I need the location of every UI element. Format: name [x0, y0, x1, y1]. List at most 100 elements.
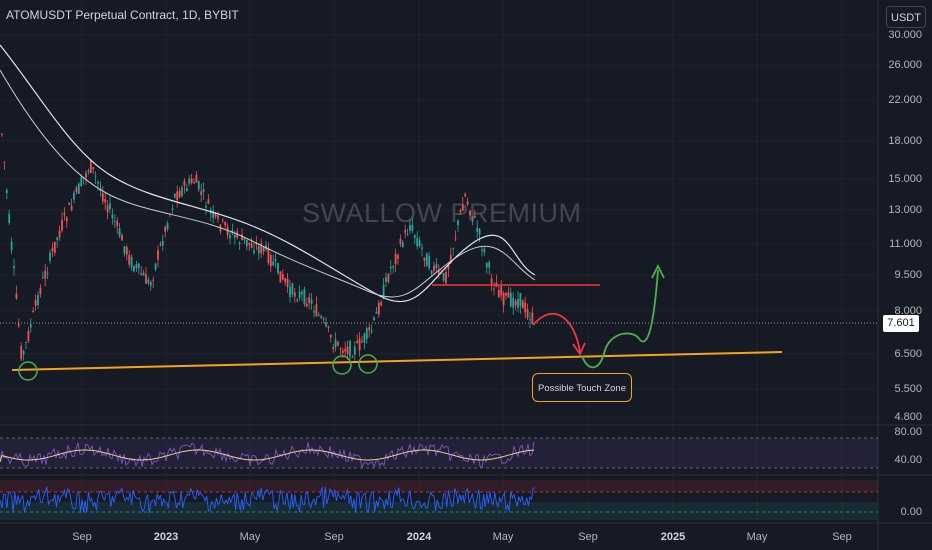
- candle-body: [221, 219, 224, 221]
- candle-body: [53, 241, 56, 253]
- rsi-axis-label: 80.00: [894, 426, 922, 438]
- x-axis-label: May: [492, 531, 514, 543]
- candle-body: [409, 225, 411, 231]
- y-axis-label: 22.000: [888, 94, 922, 106]
- candle-body: [394, 253, 397, 265]
- candle-body: [87, 170, 90, 172]
- touch-point-circle: [332, 355, 352, 375]
- candle-body: [101, 193, 104, 202]
- candle-body: [377, 302, 380, 315]
- candle-body: [341, 350, 344, 353]
- support-trendline: [11, 351, 783, 371]
- candle-body: [497, 289, 500, 298]
- candle-body: [49, 252, 51, 261]
- candle-body: [188, 178, 191, 184]
- candle-body: [433, 265, 435, 271]
- candle-body: [128, 254, 131, 265]
- candle-body: [449, 254, 452, 264]
- candle-body: [104, 199, 107, 203]
- candle-body: [322, 318, 325, 320]
- candle-body: [65, 217, 68, 222]
- candle-body: [214, 212, 217, 217]
- candle-body: [1, 133, 3, 135]
- candle-body: [61, 219, 63, 231]
- candle-body: [281, 274, 284, 280]
- candle-body: [5, 190, 8, 194]
- candle-body: [521, 300, 524, 309]
- candle-body: [303, 289, 306, 305]
- candle-body: [425, 253, 428, 267]
- candle-body: [447, 265, 450, 270]
- candle-body: [308, 297, 311, 303]
- projection-up-arrowhead: [651, 263, 665, 279]
- touch-zone-annotation[interactable]: Possible Touch Zone: [532, 373, 632, 402]
- candle-body: [332, 347, 335, 350]
- candle-body: [257, 246, 260, 254]
- currency-button[interactable]: USDT: [886, 6, 926, 28]
- candle-body: [531, 312, 534, 323]
- candle-body: [457, 220, 459, 226]
- candle-body: [413, 235, 416, 238]
- candle-body: [15, 293, 18, 299]
- candle-body: [267, 247, 270, 264]
- candle-body: [519, 293, 522, 307]
- candle-body: [226, 227, 229, 236]
- candle-body: [481, 249, 483, 251]
- candle-body: [269, 255, 272, 267]
- candle-body: [137, 263, 140, 269]
- candle-body: [25, 342, 27, 344]
- candle-body: [284, 278, 287, 282]
- candle-body: [46, 272, 49, 275]
- candle-body: [152, 279, 155, 281]
- candle-body: [56, 237, 59, 240]
- candle-body: [195, 174, 198, 183]
- candle-body: [10, 241, 13, 251]
- candle-body: [430, 270, 433, 274]
- candle-body: [190, 178, 193, 183]
- candle-body: [305, 303, 308, 307]
- candle-body: [454, 237, 457, 239]
- x-axis-label: Sep: [324, 531, 344, 543]
- candle-body: [70, 205, 73, 211]
- candle-body: [63, 212, 66, 215]
- candle-body: [123, 246, 126, 254]
- candle-body: [442, 272, 445, 281]
- candle-body: [243, 238, 246, 241]
- candle-body: [524, 302, 527, 313]
- candle-body: [334, 339, 337, 348]
- rsi-line: [0, 442, 535, 469]
- candle-body: [92, 167, 95, 170]
- candle-body: [118, 228, 121, 237]
- projection-down-arrowhead: [572, 342, 586, 356]
- candle-body: [109, 203, 111, 210]
- y-axis-label: 13.000: [888, 204, 922, 216]
- candle-body: [238, 242, 241, 245]
- osc-upper-band: [0, 480, 878, 492]
- y-axis-label: 30.000: [888, 29, 922, 41]
- candle-body: [411, 224, 414, 231]
- osc-axis-label: 0.00: [900, 506, 922, 518]
- candle-body: [418, 240, 421, 247]
- candle-body: [77, 183, 80, 194]
- candle-body: [217, 215, 219, 219]
- candle-body: [3, 161, 6, 163]
- candle-body: [401, 242, 404, 247]
- candle-body: [325, 322, 327, 327]
- candle-body: [58, 230, 61, 238]
- candle-body: [22, 351, 25, 355]
- candle-body: [147, 279, 150, 284]
- candle-body: [161, 240, 164, 246]
- symbol-title[interactable]: ATOMUSDT Perpetual Contract, 1D, BYBIT: [6, 8, 239, 22]
- candle-body: [44, 270, 47, 279]
- candle-body: [51, 248, 54, 252]
- candle-body: [41, 277, 44, 279]
- candle-body: [356, 340, 359, 343]
- candle-body: [149, 281, 152, 286]
- projection-down-path: [532, 312, 581, 353]
- candle-body: [387, 274, 390, 283]
- last-price-tag: 7.601: [883, 315, 919, 332]
- candle-body: [329, 334, 332, 338]
- candle-body: [274, 259, 277, 262]
